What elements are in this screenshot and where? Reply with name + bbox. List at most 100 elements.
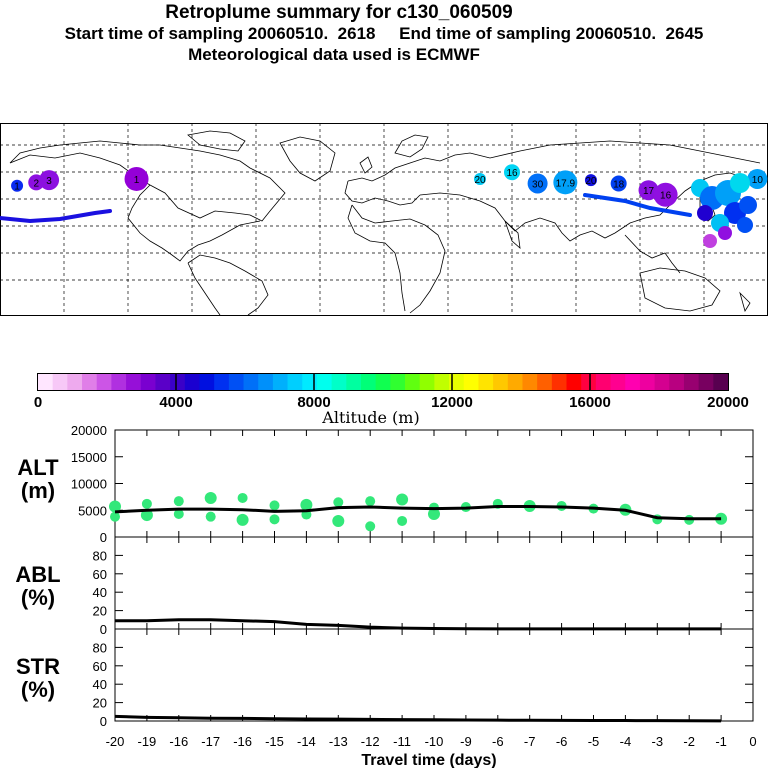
series-line	[114, 505, 722, 521]
colorbar-cell	[375, 374, 391, 390]
data-point	[109, 500, 121, 513]
colorbar-cell	[566, 374, 582, 390]
y-tick-label: 80	[93, 548, 107, 563]
x-tick-label: -4	[620, 734, 632, 749]
map-marker	[553, 170, 578, 195]
data-point	[365, 521, 376, 532]
data-point	[332, 514, 345, 527]
time-series-panels: 05000100001500020000ALT(m)020406080ABL(%…	[15, 425, 756, 768]
colorbar-cell	[67, 374, 83, 390]
colorbar-cell	[522, 374, 538, 390]
colorbar-cell	[199, 374, 215, 390]
colorbar-cell	[126, 374, 142, 390]
map-marker-label: 17	[643, 186, 655, 197]
x-tick-label: -15	[265, 734, 284, 749]
colorbar-cell	[639, 374, 656, 390]
colorbar-cell	[228, 374, 245, 390]
data-point	[173, 496, 184, 507]
map-marker-label: 16	[660, 191, 672, 202]
y-tick-label: 10000	[71, 477, 107, 492]
y-tick-label: 20000	[71, 425, 107, 438]
x-tick-label: -6	[556, 734, 568, 749]
x-tick-label: -20	[106, 734, 125, 749]
colorbar-label: Altitude (m)	[321, 408, 419, 427]
data-point	[236, 513, 249, 526]
map-marker-label: 1	[134, 175, 140, 186]
colorbar-cell	[331, 374, 347, 390]
met-data-source: Meteorological data used is ECMWF	[188, 45, 480, 64]
colorbar-cell	[683, 374, 700, 390]
map-marker	[739, 196, 757, 214]
colorbar-cell	[155, 374, 171, 390]
colorbar-cell	[272, 374, 289, 390]
map-marker	[11, 179, 24, 192]
chart-title: Retroplume summary for c130_060509	[165, 2, 513, 23]
map-marker	[474, 172, 486, 185]
series-line	[115, 618, 722, 631]
colorbar-cell	[449, 374, 465, 390]
data-point	[333, 497, 344, 508]
series-line	[114, 714, 722, 723]
x-tick-label: -10	[425, 734, 444, 749]
panel-str: 0 20 40 60 80 STR(%)	[16, 628, 754, 729]
colorbar-cell	[184, 374, 200, 390]
colorbar-cell	[654, 374, 670, 390]
x-tick-label: -16	[233, 734, 252, 749]
y-tick-label: 0	[100, 622, 107, 637]
data-point	[397, 515, 408, 526]
x-tick-label: -11	[393, 734, 411, 749]
colorbar-cell	[258, 374, 274, 390]
map-marker	[504, 164, 520, 181]
map-marker-label: 3	[46, 176, 52, 187]
altitude-colorbar: 0 4000 8000 12000 16000 20000 Altitude (m)	[34, 373, 749, 427]
axis-label-unit: (%)	[21, 677, 55, 702]
axis-label: ABL	[15, 562, 60, 587]
colorbar-cell	[405, 374, 421, 390]
colorbar-cell	[434, 374, 450, 390]
map-marker-label: 20	[585, 176, 597, 187]
colorbar-cell	[610, 374, 626, 390]
y-tick-label: 20	[93, 696, 107, 711]
colorbar-cell	[713, 374, 729, 390]
map-marker	[584, 174, 597, 187]
map-marker-label: 18	[613, 179, 625, 190]
colorbar-cell	[111, 374, 127, 390]
panel-abl: 0 20 40 60 80 ABL(%)	[15, 536, 754, 637]
x-axis-title: Travel time (days)	[361, 752, 496, 768]
y-tick-label: 60	[93, 567, 107, 582]
colorbar-cell	[287, 374, 303, 390]
colorbar-cell	[243, 374, 259, 390]
colorbar-cell	[302, 374, 318, 390]
map-marker-label: 1	[14, 182, 20, 193]
colorbar-cell	[82, 374, 98, 390]
colorbar-cell	[52, 374, 68, 390]
colorbar-cell	[316, 374, 333, 390]
axis-label-unit: (%)	[21, 585, 55, 610]
map-marker	[730, 173, 750, 193]
x-tick-label: -17	[201, 734, 220, 749]
colorbar-tick-label: 12000	[431, 394, 473, 411]
x-tick-label: -6	[492, 734, 504, 749]
data-point	[300, 498, 313, 511]
colorbar-cell	[390, 374, 406, 390]
map-marker-label: 30	[532, 179, 544, 190]
x-tick-label: -16	[169, 734, 188, 749]
y-tick-label: 0	[100, 530, 107, 545]
data-point	[141, 498, 152, 509]
colorbar-tick-label: 4000	[159, 394, 192, 411]
colorbar-cell	[346, 374, 362, 390]
x-tick-label: 0	[749, 734, 756, 749]
data-point	[396, 493, 409, 506]
y-tick-label: 40	[93, 677, 107, 692]
colorbar-cell	[669, 374, 685, 390]
x-tick-label: -19	[138, 734, 157, 749]
colorbar-tick-label: 8000	[297, 394, 330, 411]
y-tick-label: 40	[93, 585, 107, 600]
map-marker-label: 17.9	[556, 178, 576, 189]
colorbar-tick-label: 16000	[569, 394, 611, 411]
colorbar-cell	[537, 374, 553, 390]
data-point	[140, 509, 153, 522]
data-point	[237, 492, 248, 503]
map-marker-label: 20	[474, 175, 486, 186]
map-marker	[653, 182, 678, 207]
